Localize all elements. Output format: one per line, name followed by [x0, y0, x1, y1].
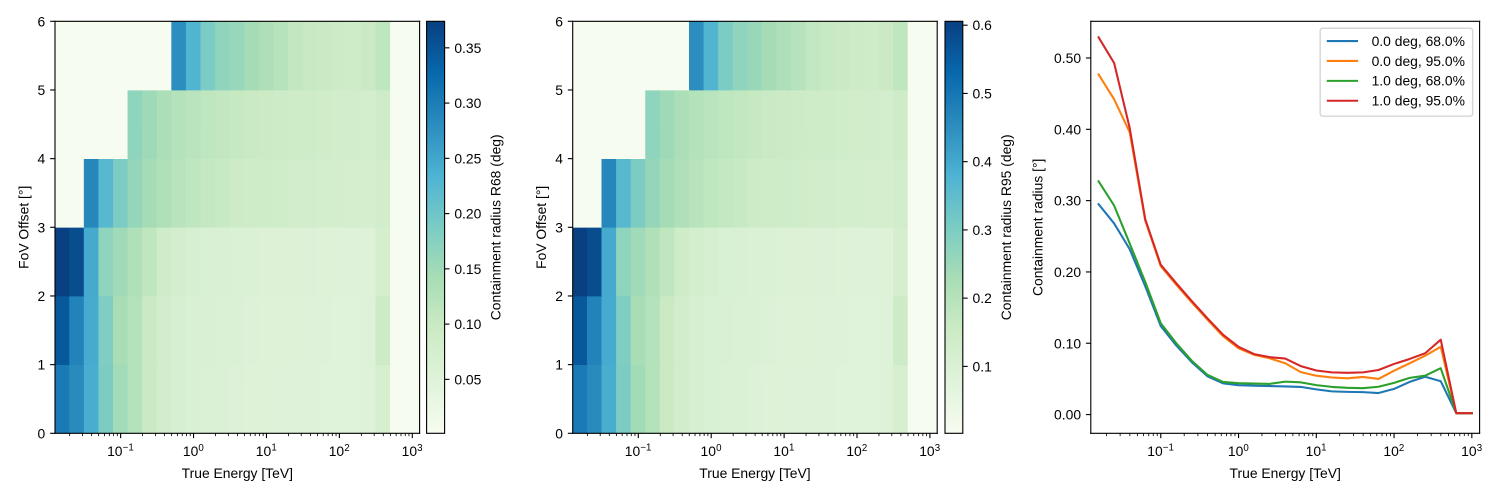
svg-text:0.0 deg, 95.0%: 0.0 deg, 95.0%	[1372, 53, 1465, 69]
svg-text:5: 5	[555, 82, 563, 98]
svg-text:FoV Offset [°]: FoV Offset [°]	[533, 186, 549, 269]
svg-text:3: 3	[555, 219, 563, 235]
svg-text:1 0 −: 1 0 − 1	[107, 431, 134, 461]
svg-text:Containment radius R95 (deg): Containment radius R95 (deg)	[998, 134, 1014, 320]
svg-text:0.25: 0.25	[454, 150, 481, 166]
svg-text:0.20: 0.20	[1054, 264, 1081, 280]
svg-text:0: 0	[555, 425, 563, 441]
svg-text:True Energy [TeV]: True Energy [TeV]	[699, 465, 810, 481]
svg-text:True Energy [TeV]: True Energy [TeV]	[1230, 465, 1341, 481]
svg-text:0.50: 0.50	[1054, 50, 1081, 66]
svg-text:0.15: 0.15	[454, 261, 481, 277]
svg-text:2: 2	[38, 288, 46, 304]
svg-text:1 0 3: 1 0 3	[402, 436, 424, 461]
svg-text:1 0 2: 1 0 2	[1383, 436, 1405, 461]
svg-text:1 0 0: 1 0 0	[701, 436, 723, 461]
svg-text:1 0 1: 1 0 1	[256, 436, 278, 461]
svg-text:2: 2	[555, 288, 563, 304]
svg-text:0.05: 0.05	[454, 371, 481, 387]
svg-text:1 0 0: 1 0 0	[183, 436, 205, 461]
svg-text:1 0 −: 1 0 − 1	[625, 431, 652, 461]
svg-text:0.2: 0.2	[973, 290, 993, 306]
svg-text:1: 1	[38, 357, 46, 373]
svg-text:1 0 3: 1 0 3	[919, 436, 941, 461]
svg-text:4: 4	[38, 151, 46, 167]
svg-text:1 0 1: 1 0 1	[1306, 436, 1328, 461]
svg-text:0.35: 0.35	[454, 40, 481, 56]
svg-text:1.0 deg, 68.0%: 1.0 deg, 68.0%	[1372, 73, 1465, 89]
svg-text:3: 3	[38, 219, 46, 235]
svg-text:1 0 3: 1 0 3	[1461, 436, 1483, 461]
svg-text:0.30: 0.30	[1054, 193, 1081, 209]
svg-text:1 0 −: 1 0 − 1	[1147, 431, 1174, 461]
svg-text:4: 4	[555, 151, 563, 167]
svg-text:1 0 1: 1 0 1	[773, 436, 795, 461]
svg-text:0.20: 0.20	[454, 206, 481, 222]
svg-text:1: 1	[555, 357, 563, 373]
svg-text:0.1: 0.1	[973, 358, 993, 374]
svg-text:Containment radius R68 (deg): Containment radius R68 (deg)	[487, 134, 503, 320]
svg-text:0.6: 0.6	[973, 17, 993, 33]
svg-text:0.30: 0.30	[454, 95, 481, 111]
svg-text:1.0 deg, 95.0%: 1.0 deg, 95.0%	[1372, 93, 1465, 109]
svg-text:1 0 2: 1 0 2	[329, 436, 351, 461]
svg-text:6: 6	[38, 13, 46, 29]
svg-text:1 0 0: 1 0 0	[1228, 436, 1250, 461]
svg-text:0.5: 0.5	[973, 85, 993, 101]
svg-text:0: 0	[38, 425, 46, 441]
svg-text:1 0 2: 1 0 2	[846, 436, 868, 461]
svg-text:6: 6	[555, 13, 563, 29]
svg-text:0.10: 0.10	[1054, 335, 1081, 351]
svg-text:0.3: 0.3	[973, 222, 993, 238]
svg-text:0.4: 0.4	[973, 154, 993, 170]
svg-text:5: 5	[38, 82, 46, 98]
svg-text:Containment radius [°]: Containment radius [°]	[1030, 159, 1046, 296]
svg-text:True Energy [TeV]: True Energy [TeV]	[182, 465, 293, 481]
svg-text:0.10: 0.10	[454, 316, 481, 332]
svg-text:0.00: 0.00	[1054, 407, 1081, 423]
svg-text:FoV Offset [°]: FoV Offset [°]	[15, 186, 31, 269]
svg-text:0.40: 0.40	[1054, 121, 1081, 137]
svg-text:0.0 deg, 68.0%: 0.0 deg, 68.0%	[1372, 33, 1465, 49]
